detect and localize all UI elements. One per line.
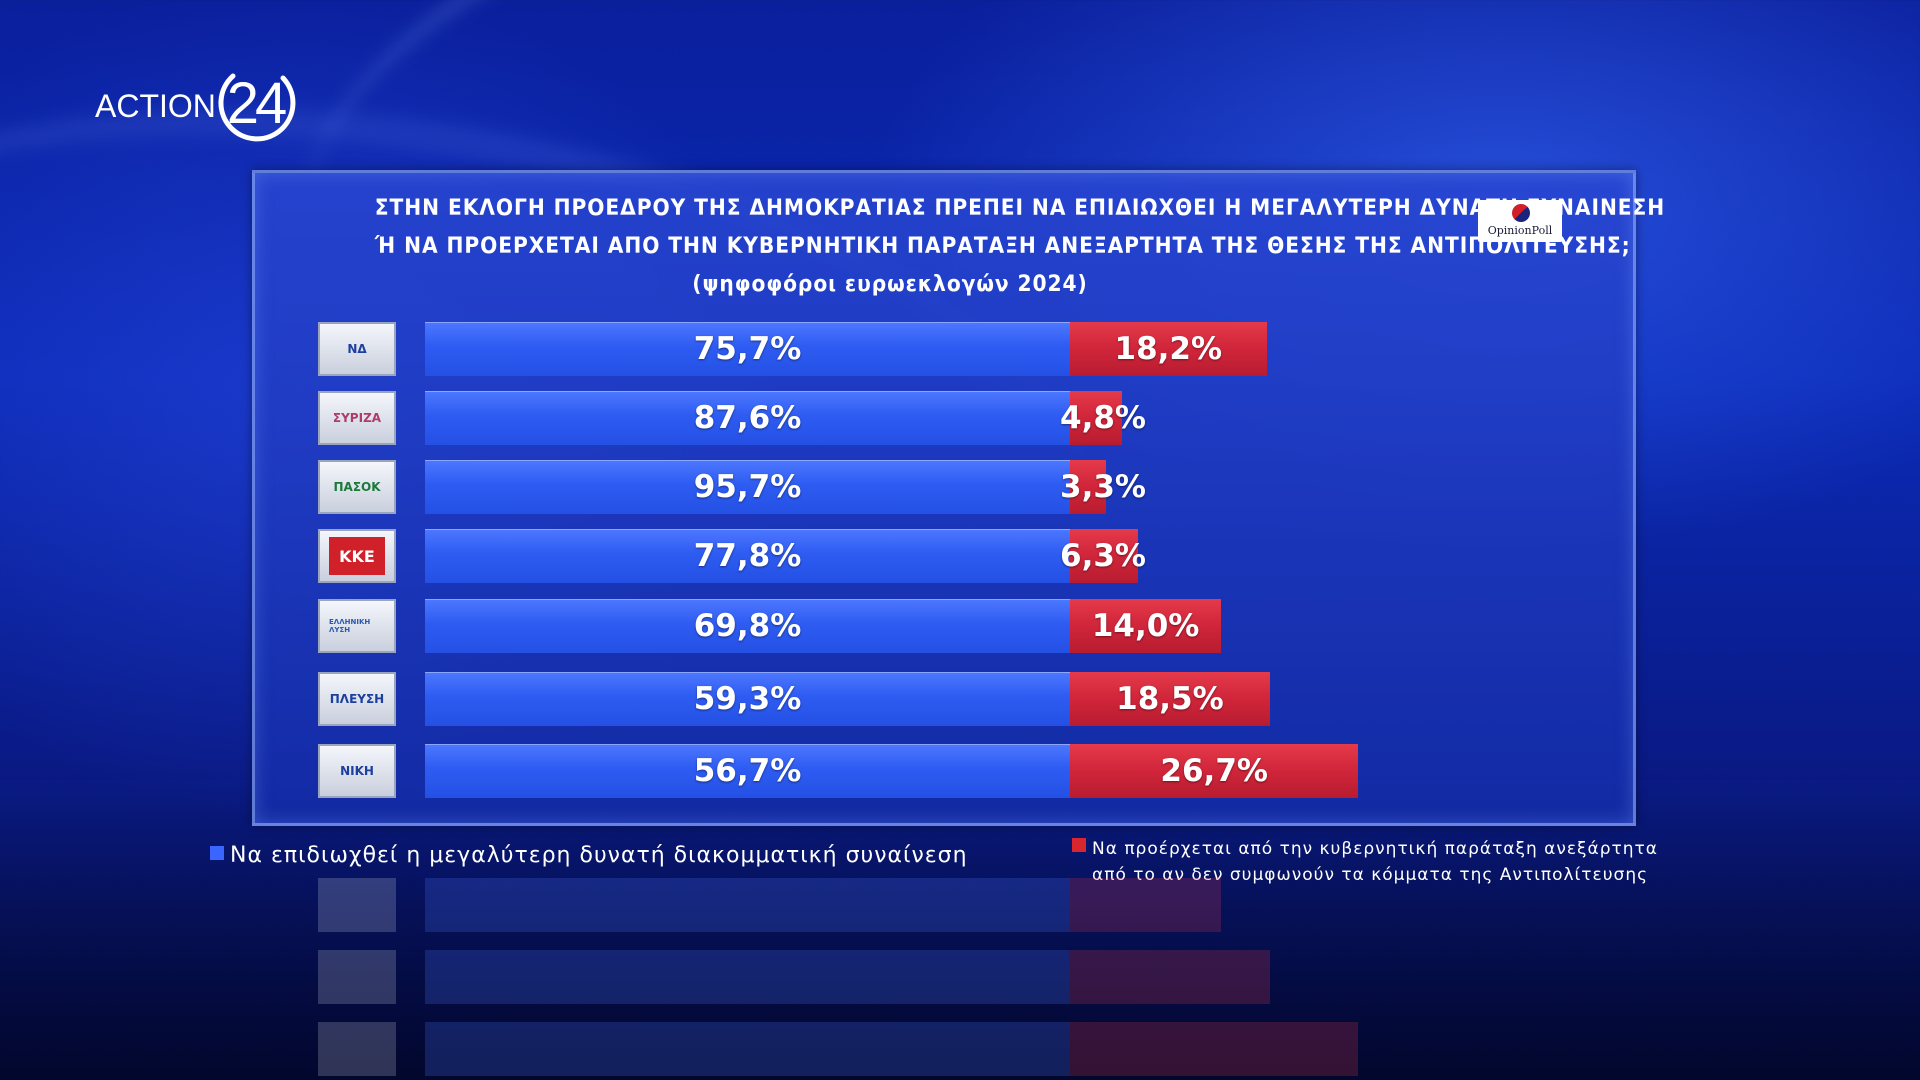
pollster-logo: OpinionPoll <box>1478 200 1562 242</box>
bar-government <box>1070 322 1267 376</box>
party-logo-icon: ΝΙΚΗ <box>318 744 396 798</box>
party-logo-text: ΝΙΚΗ <box>340 764 374 778</box>
legend-label-red-line1: Να προέρχεται από την κυβερνητική παράτα… <box>1092 839 1658 859</box>
channel-logo: ACTION 24 <box>95 62 305 152</box>
data-label-consensus: 56,7% <box>693 753 802 789</box>
legend-item-red: Να προέρχεται από την κυβερνητική παράτα… <box>1072 836 1658 888</box>
legend-item-blue: Να επιδιωχθεί η μεγαλύτερη δυνατή διακομ… <box>210 843 968 868</box>
data-label-consensus: 87,6% <box>693 400 802 436</box>
data-label-consensus: 75,7% <box>693 331 802 367</box>
data-label-government: 18,5% <box>1116 681 1224 717</box>
title-line: ΣΤΗΝ ΕΚΛΟΓΗ ΠΡΟΕΔΡΟΥ ΤΗΣ ΔΗΜΟΚΡΑΤΙΑΣ ΠΡΕ… <box>374 196 1666 221</box>
bar-consensus <box>425 391 1070 445</box>
party-logo-text: ΝΔ <box>347 342 367 356</box>
bar-government <box>1070 460 1106 514</box>
data-label-consensus: 77,8% <box>693 538 802 574</box>
data-label-government: 3,3% <box>1060 469 1146 505</box>
chart-row: ΠΑΣΟΚ 95,7% 3,3% <box>318 460 1418 516</box>
bar-government <box>1070 744 1359 798</box>
logo-ring-icon: 24 <box>213 64 297 142</box>
data-label-government: 6,3% <box>1060 538 1146 574</box>
pollster-icon <box>1512 204 1530 222</box>
title-line: Ή ΝΑ ΠΡΟΕΡΧΕΤΑΙ ΑΠΟ ΤΗΝ ΚΥΒΕΡΝΗΤΙΚΗ ΠΑΡΑ… <box>374 234 1631 259</box>
chart-title: ΣΤΗΝ ΕΚΛΟΓΗ ΠΡΟΕΔΡΟΥ ΤΗΣ ΔΗΜΟΚΡΑΤΙΑΣ ΠΡΕ… <box>374 190 1666 304</box>
party-logo-icon: ΚΚΕ <box>318 529 396 583</box>
chart-row: ΕΛΛΗΝΙΚΗ ΛΥΣΗ 69,8% 14,0% <box>318 599 1418 655</box>
chart-row: ΝΙΚΗ 56,7% 26,7% <box>318 744 1418 800</box>
data-label-consensus: 69,8% <box>693 608 802 644</box>
data-label-government: 14,0% <box>1091 608 1200 644</box>
party-logo-icon: ΣΥΡΙΖΑ <box>318 391 396 445</box>
party-logo-icon: ΕΛΛΗΝΙΚΗ ΛΥΣΗ <box>318 599 396 653</box>
party-logo-text: ΚΚΕ <box>329 537 385 575</box>
bar-consensus <box>425 322 1070 376</box>
party-logo-icon: ΠΑΣΟΚ <box>318 460 396 514</box>
bar-consensus <box>425 529 1070 583</box>
data-label-government: 26,7% <box>1160 753 1268 789</box>
legend-swatch-red <box>1072 838 1086 852</box>
data-label-consensus: 59,3% <box>693 681 802 717</box>
background-floor <box>0 780 1920 1080</box>
legend-swatch-blue <box>210 846 224 860</box>
chart-row: ΠΛΕΥΣΗ 59,3% 18,5% <box>318 672 1418 728</box>
party-logo-icon: ΠΛΕΥΣΗ <box>318 672 396 726</box>
data-label-consensus: 95,7% <box>693 469 802 505</box>
logo-text: ACTION <box>95 88 216 124</box>
legend-label-red-line2: από το αν δεν συμφωνούν τα κόμματα της Α… <box>1092 865 1649 885</box>
chart-row: ΝΔ 75,7% 18,2% <box>318 322 1418 378</box>
bar-government <box>1070 529 1139 583</box>
bar-government <box>1070 672 1270 726</box>
bar-consensus <box>425 744 1070 798</box>
party-logo-text: ΠΑΣΟΚ <box>333 480 381 494</box>
data-label-government: 4,8% <box>1060 400 1146 436</box>
data-label-government: 18,2% <box>1114 331 1223 367</box>
bar-government <box>1070 391 1122 445</box>
party-logo-text: ΣΥΡΙΖΑ <box>332 411 382 425</box>
legend-label-blue: Να επιδιωχθεί η μεγαλύτερη δυνατή διακομ… <box>230 843 968 868</box>
chart-row: ΚΚΕ 77,8% 6,3% <box>318 529 1418 585</box>
bar-consensus <box>425 672 1070 726</box>
bar-consensus <box>425 599 1070 653</box>
logo-number: 24 <box>226 70 288 136</box>
bar-government <box>1070 599 1222 653</box>
party-logo-text: ΠΛΕΥΣΗ <box>329 692 385 706</box>
party-logo-icon: ΝΔ <box>318 322 396 376</box>
title-subtitle: (ψηφοφόροι ευρωεκλογών 2024) <box>692 272 1088 297</box>
bar-consensus <box>425 460 1070 514</box>
pollster-name: OpinionPoll <box>1487 224 1553 237</box>
party-logo-text: ΕΛΛΗΝΙΚΗ ΛΥΣΗ <box>329 618 371 634</box>
chart-row: ΣΥΡΙΖΑ 87,6% 4,8% <box>318 391 1418 447</box>
